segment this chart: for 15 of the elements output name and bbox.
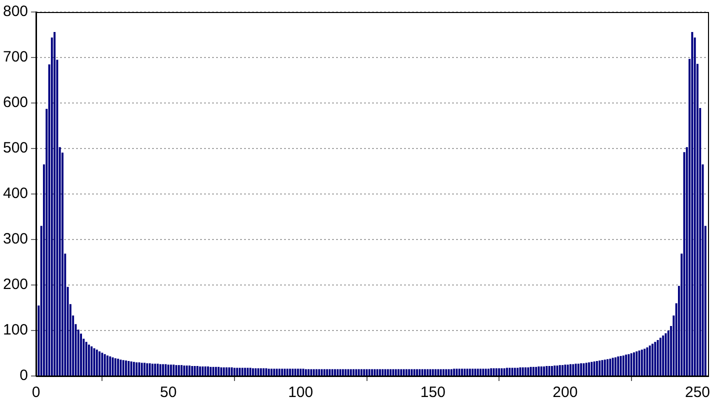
x-tick-label: 200 bbox=[552, 384, 578, 402]
y-tick-label: 500 bbox=[2, 140, 28, 157]
y-tick-label: 600 bbox=[2, 94, 28, 112]
x-tick-label: 50 bbox=[160, 384, 177, 402]
y-tick-label: 300 bbox=[2, 230, 28, 248]
y-tick-label: 0 bbox=[20, 367, 28, 384]
y-tick-label: 700 bbox=[2, 48, 28, 66]
y-tick-label: 200 bbox=[2, 276, 28, 294]
y-tick-label: 800 bbox=[2, 3, 28, 20]
x-tick-label: 100 bbox=[288, 384, 314, 402]
y-tick-label: 400 bbox=[2, 185, 28, 202]
x-tick-label: 150 bbox=[420, 384, 446, 402]
y-tick-label: 100 bbox=[2, 322, 28, 339]
x-tick-label: 0 bbox=[32, 384, 40, 402]
x-tick-label: 250 bbox=[684, 384, 710, 402]
